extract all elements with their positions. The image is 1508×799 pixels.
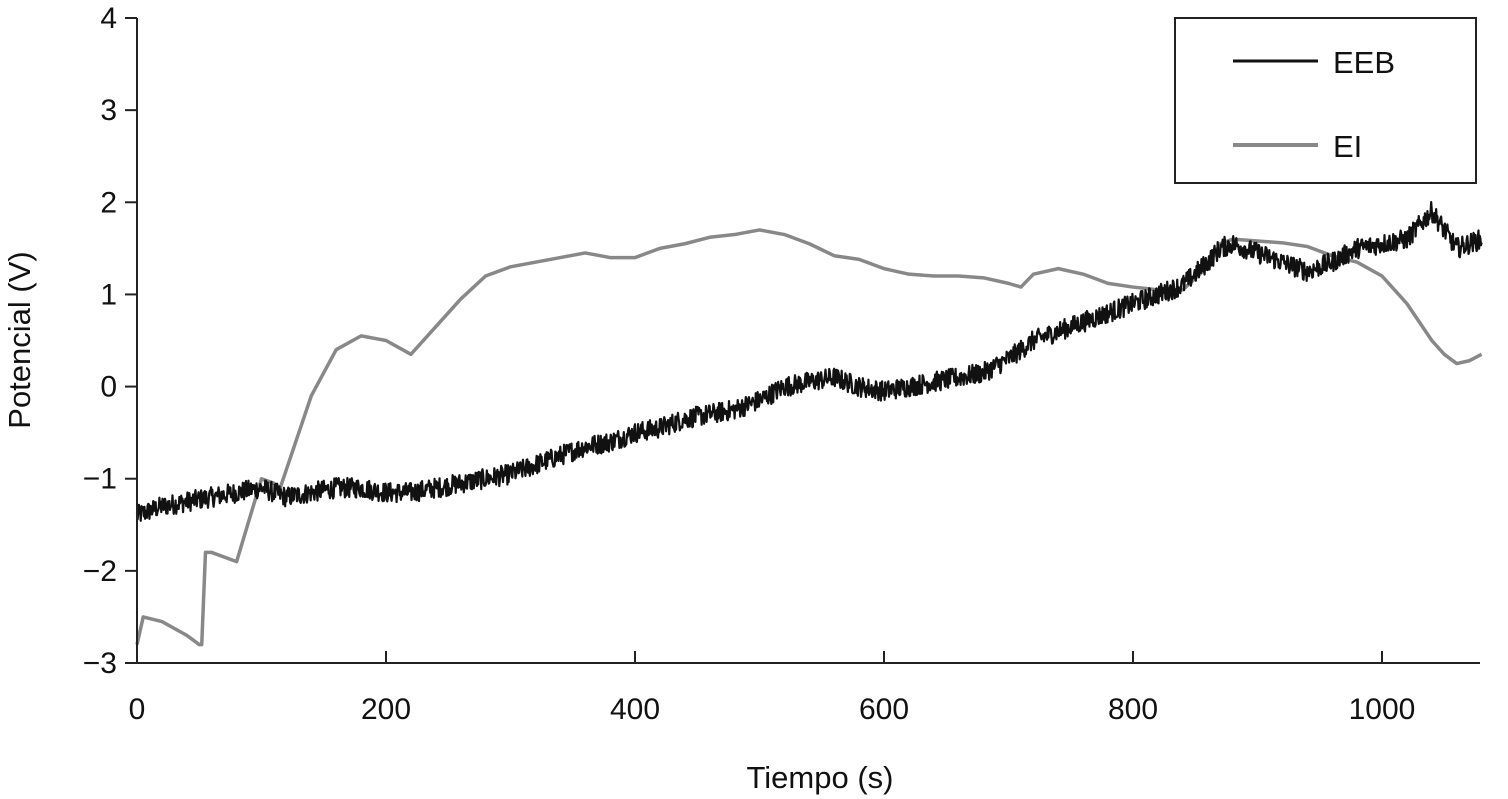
legend-label-eeb: EEB — [1333, 45, 1395, 80]
legend-box — [1174, 17, 1477, 184]
x-tick-label: 600 — [859, 693, 909, 726]
series-line-eeb — [135, 201, 1483, 522]
y-tick-label: 1 — [100, 278, 117, 311]
x-tick-label: 0 — [129, 693, 146, 726]
x-tick-label: 200 — [361, 693, 411, 726]
x-tick-label: 400 — [610, 693, 660, 726]
x-tick-label: 1000 — [1349, 693, 1416, 726]
y-axis-ticks: −3 −2 −1 0 1 2 3 4 — [83, 2, 137, 680]
legend-label-ei: EI — [1333, 129, 1362, 164]
axes: −3 −2 −1 0 1 2 3 4 0 200 400 600 800 1000 — [83, 2, 1480, 726]
x-axis-title: Tiempo (s) — [747, 760, 894, 795]
y-tick-label: 0 — [100, 371, 117, 404]
y-tick-label: −2 — [83, 555, 117, 588]
y-axis-title: Potencial (V) — [2, 251, 37, 428]
y-tick-label: 4 — [100, 2, 117, 35]
y-tick-label: −1 — [83, 463, 117, 496]
x-axis-ticks: 0 200 400 600 800 1000 — [129, 651, 1416, 726]
y-tick-label: 2 — [100, 186, 117, 219]
plot-series — [135, 201, 1483, 647]
x-tick-label: 800 — [1108, 693, 1158, 726]
legend: EEB EI — [1174, 17, 1477, 184]
y-tick-label: 3 — [100, 94, 117, 127]
y-tick-label: −3 — [83, 647, 117, 680]
